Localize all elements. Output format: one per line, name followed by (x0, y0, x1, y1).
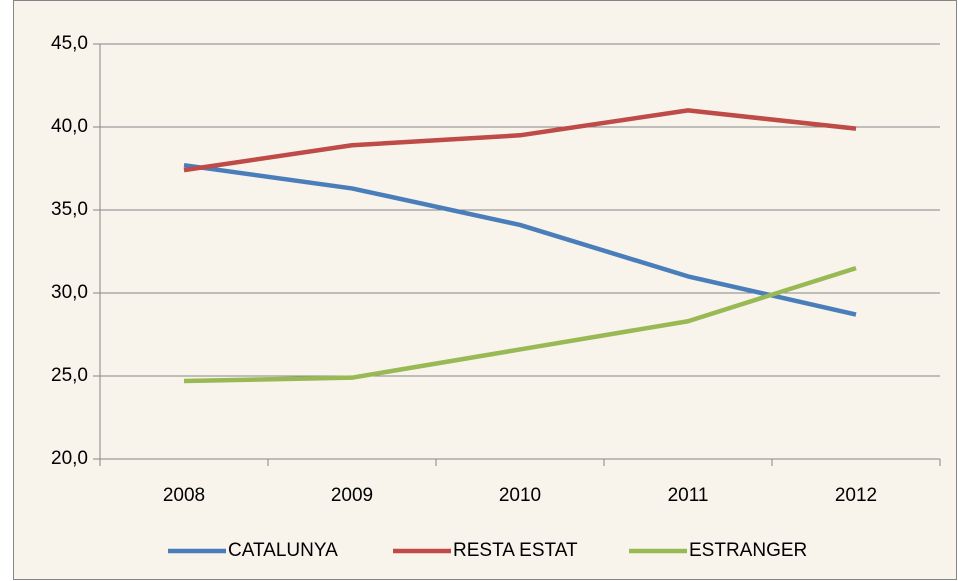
y-tick-label: 45,0 (51, 33, 88, 54)
y-tick-label: 30,0 (51, 282, 88, 303)
chart-frame (13, 0, 957, 580)
x-tick-label: 2011 (668, 485, 709, 506)
series-line (183, 162, 857, 317)
y-tick-label: 35,0 (51, 199, 88, 220)
y-tick-label: 25,0 (51, 365, 88, 386)
legend-label: ESTRANGER (689, 540, 807, 561)
y-tick-label: 20,0 (51, 448, 88, 469)
series-line (183, 265, 857, 384)
x-tick-label: 2008 (163, 485, 205, 506)
y-tick-label: 40,0 (51, 116, 88, 137)
x-tick-label: 2009 (331, 485, 373, 506)
x-tick-label: 2010 (499, 485, 541, 506)
legend-label: RESTA ESTAT (453, 540, 578, 561)
x-tick-label: 2012 (835, 485, 877, 506)
series-line (183, 108, 857, 173)
legend-label: CATALUNYA (228, 540, 338, 561)
